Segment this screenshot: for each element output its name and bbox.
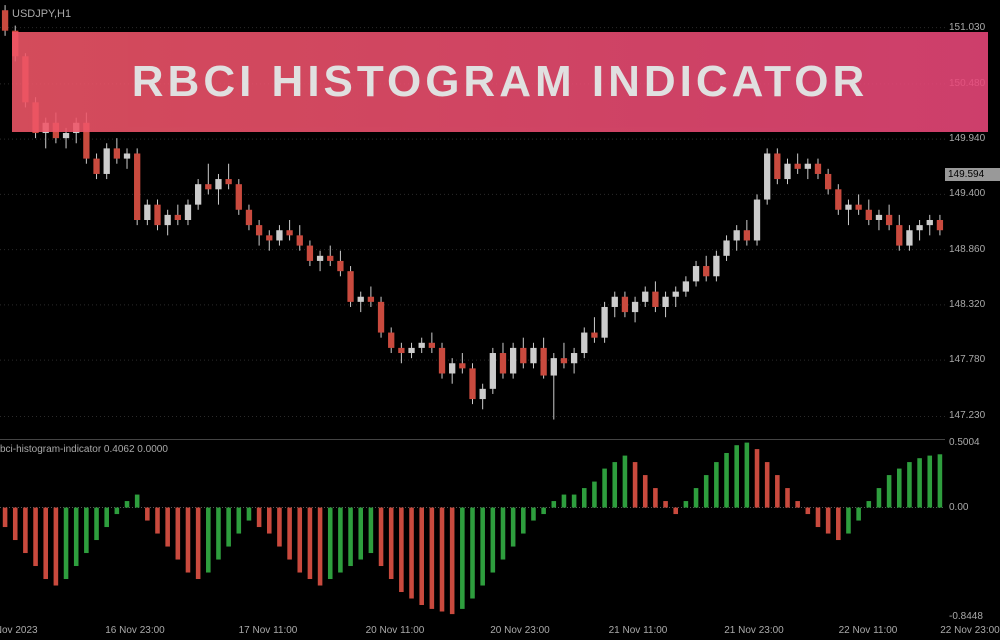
indicator-panel[interactable]: bci-histogram-indicator 0.4062 0.0000 <box>0 440 945 618</box>
banner-text: RBCI HISTOGRAM INDICATOR <box>132 57 868 107</box>
title-banner: RBCI HISTOGRAM INDICATOR <box>12 32 988 132</box>
indicator-y-axis: 0.50040.00-0.8448 <box>945 440 1000 618</box>
time-x-axis: 5 Nov 202316 Nov 23:0017 Nov 11:0020 Nov… <box>0 618 1000 640</box>
histogram-svg <box>0 440 945 618</box>
